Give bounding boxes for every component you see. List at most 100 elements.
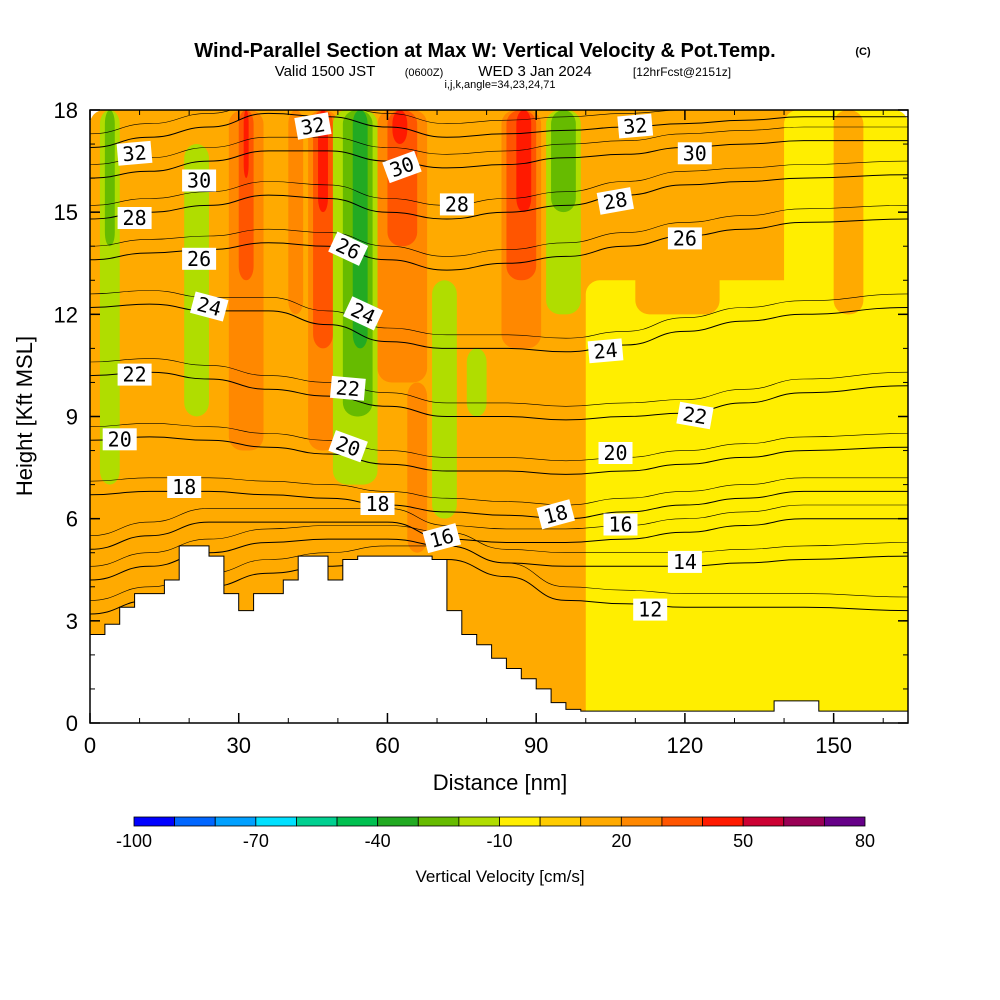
contour-label-bg: [422, 523, 462, 554]
contour-label-text: 22: [681, 402, 709, 430]
colorbar-swatch-4: [296, 816, 338, 827]
w-cell-9: [288, 110, 304, 315]
w-cell-5: [184, 144, 209, 417]
contour-label-9: 30: [382, 150, 422, 184]
w-cell-26: [551, 110, 576, 213]
chart-subtitle-prefix: Valid 1500 JST: [275, 63, 376, 80]
y-tick-label: 12: [54, 302, 78, 327]
x-tick-label: 120: [667, 733, 704, 758]
isentrope-minor-32: [90, 110, 698, 135]
contour-label-bg: [328, 231, 369, 266]
contour-label-text: 16: [608, 513, 632, 537]
colorbar-tick-label: 20: [611, 831, 631, 851]
colorbar-swatch-17: [823, 816, 866, 827]
colorbar-swatch-13: [661, 816, 703, 827]
isentrope-minor-14: [90, 525, 908, 567]
w-cell-4: [104, 110, 115, 247]
contour-label-bg: [587, 338, 624, 364]
y-tick-label: 15: [54, 200, 78, 225]
isentrope-minor-20: [90, 422, 908, 462]
y-tick-label: 6: [66, 507, 78, 532]
contour-label-14: 18: [360, 492, 395, 516]
contour-label-text: 32: [121, 140, 147, 166]
isentrope-32: [90, 112, 908, 148]
isentrope-16: [90, 518, 908, 550]
contour-label-bg: [167, 476, 202, 498]
contour-label-text: 22: [335, 375, 361, 401]
contour-label-bg: [182, 169, 217, 192]
contour-label-text: 22: [123, 363, 147, 387]
contour-label-6: 20: [102, 427, 137, 451]
contour-label-text: 12: [638, 598, 662, 622]
contour-label-bg: [596, 187, 634, 215]
terrain-polygon: [89, 545, 909, 724]
y-tick-label: 18: [54, 98, 78, 123]
isentrope-18: [90, 490, 908, 520]
colorbar-swatch-8: [458, 816, 500, 827]
colorbar-swatch-1: [174, 816, 216, 827]
contour-label-text: 28: [445, 192, 469, 216]
contour-label-bg: [676, 401, 714, 430]
isentrope-20: [90, 436, 908, 475]
contour-label-bg: [182, 247, 217, 270]
contour-label-text: 24: [592, 338, 618, 364]
colorbar-swatch-10: [539, 816, 582, 827]
chart-subtitle-fcst: [12hrFcst@2151z]: [633, 65, 731, 79]
y-tick-label: 9: [66, 405, 78, 430]
contour-label-text: 32: [299, 112, 327, 140]
contour-label-5: 22: [117, 363, 152, 387]
isentrope-minor-24: [90, 290, 908, 339]
colorbar-tick-label: -100: [116, 831, 152, 851]
isentrope-minor-26: [90, 205, 908, 257]
contour-label-7: 18: [167, 475, 202, 499]
isentrope-minor-30: [90, 126, 908, 165]
contour-label-bg: [536, 499, 576, 530]
w-cell-20: [432, 280, 457, 519]
contour-label-3: 26: [182, 247, 217, 271]
contour-label-8: 32: [294, 112, 332, 140]
w-cell-27: [833, 110, 864, 315]
chart-title-units: (C): [855, 46, 871, 58]
contour-label-12: 22: [329, 375, 366, 401]
contour-label-text: 32: [622, 113, 648, 139]
colorbar-swatch-15: [742, 816, 785, 827]
contour-label-text: 30: [683, 141, 707, 165]
contour-label-bg: [617, 113, 654, 139]
isentrope-minor-22: [90, 358, 908, 407]
colorbar-swatch-12: [620, 816, 663, 827]
isentrope-minor-16: [90, 504, 908, 536]
w-cell-8: [243, 110, 249, 179]
colorbar-swatch-14: [702, 816, 744, 827]
contour-label-0: 32: [116, 140, 153, 166]
y-axis-label: Height [Kft MSL]: [12, 336, 37, 496]
contour-label-22: 22: [676, 401, 714, 430]
isentrope-26: [90, 218, 908, 271]
contour-label-bg: [667, 550, 702, 573]
colorbar-label: Vertical Velocity [cm/s]: [415, 867, 584, 886]
contour-label-19: 28: [596, 187, 634, 215]
w-cell-24: [516, 110, 532, 213]
colorbar-swatch-3: [255, 816, 297, 827]
contour-label-bg: [603, 513, 638, 536]
colorbar-tick-label: 80: [855, 831, 875, 851]
colorbar-swatch-16: [783, 816, 825, 827]
chart-title: Wind-Parallel Section at Max W: Vertical…: [194, 40, 775, 62]
chart-subtitle-indices: i,j,k,angle=34,23,24,71: [444, 79, 555, 91]
terrain-mask: [89, 545, 909, 724]
contour-label-bg: [598, 442, 633, 464]
w-cell-18: [392, 110, 408, 145]
contour-label-17: 32: [617, 113, 654, 139]
contour-label-20: 26: [667, 226, 702, 250]
contour-label-text: 26: [187, 247, 211, 271]
contour-label-bg: [667, 227, 702, 250]
contour-label-text: 28: [123, 206, 147, 230]
contour-label-text: 28: [601, 187, 629, 215]
isentrope-28: [90, 174, 908, 220]
colorbar-swatch-2: [214, 816, 257, 827]
colorbar-swatch-9: [499, 816, 541, 827]
contour-labels: 3230282624222018323026242220182816323028…: [102, 112, 714, 622]
x-tick-label: 30: [226, 733, 250, 758]
contour-label-bg: [117, 363, 152, 386]
x-tick-label: 60: [375, 733, 399, 758]
